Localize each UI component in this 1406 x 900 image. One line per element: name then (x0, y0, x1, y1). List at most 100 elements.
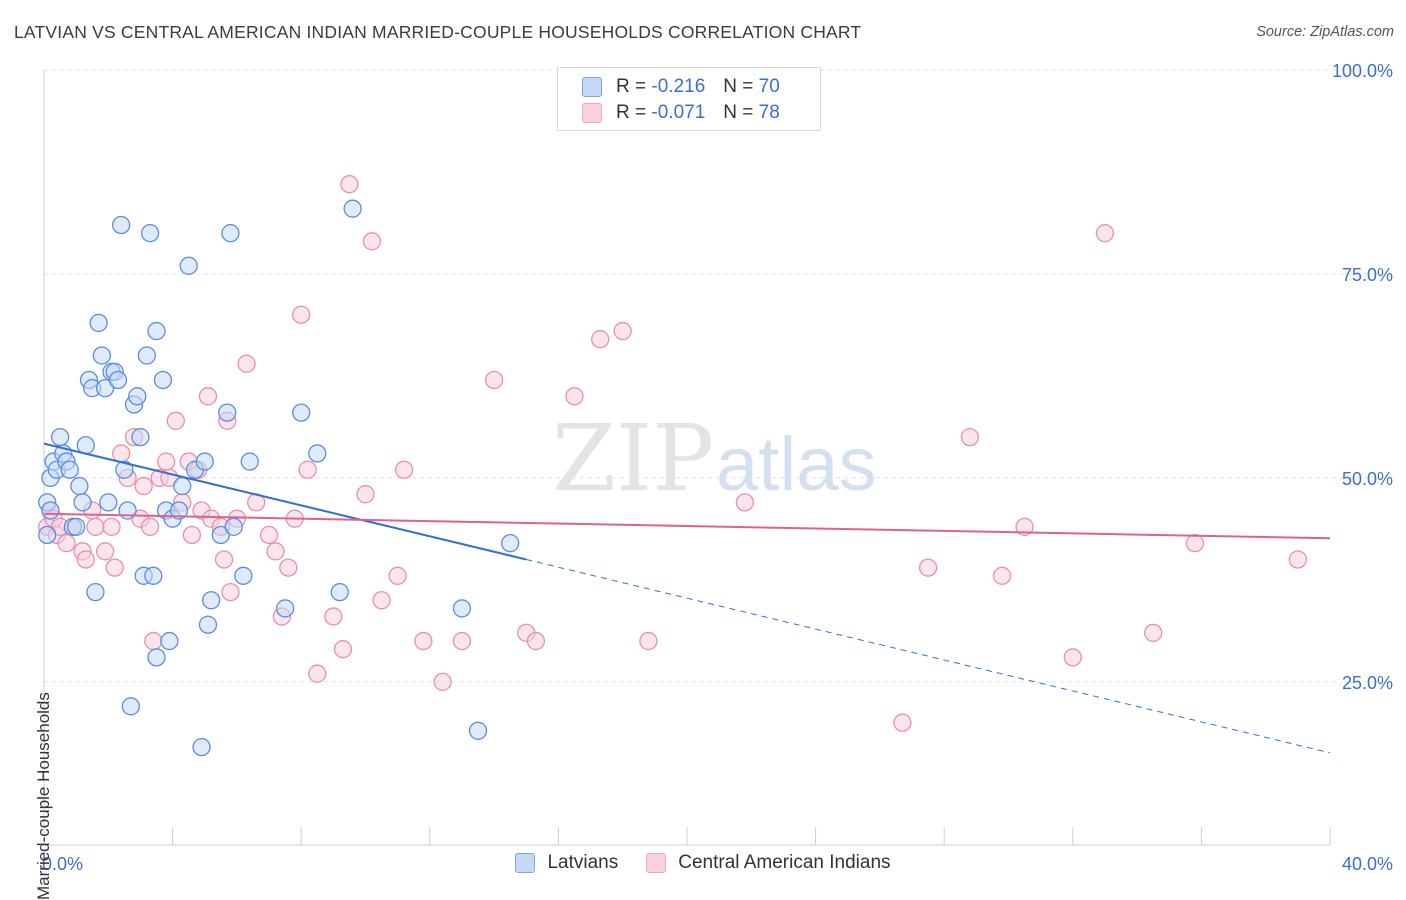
data-point (333, 640, 353, 659)
data-point (67, 517, 86, 536)
data-point (134, 476, 153, 496)
data-point (192, 737, 211, 757)
data-point (95, 379, 115, 398)
data-point (76, 550, 95, 569)
data-point (501, 534, 520, 553)
data-point (70, 476, 89, 496)
data-point (414, 631, 433, 651)
watermark-zip: ZIP (552, 405, 714, 512)
data-point (292, 403, 311, 422)
data-point (343, 199, 362, 218)
data-point (169, 501, 189, 520)
y-tick-label: 25.0% (1342, 673, 1393, 693)
data-point (86, 517, 105, 536)
data-point (73, 493, 92, 512)
data-point (182, 525, 202, 545)
data-point (240, 452, 259, 471)
data-point (1095, 224, 1115, 243)
data-point (613, 321, 632, 341)
legend-label-central-american-indians: Central American Indians (678, 852, 891, 873)
x-tick-label: 40.0% (1342, 854, 1393, 874)
data-point (388, 566, 407, 585)
x-tick-label: 0.0% (42, 854, 83, 874)
axes (43, 70, 1331, 846)
tick-labels: 100.0% 75.0% 50.0% 25.0% 0.0% 40.0% (42, 61, 1393, 874)
data-point (38, 525, 57, 545)
data-point (202, 591, 221, 610)
data-point (108, 370, 128, 390)
data-point (308, 444, 327, 463)
y-tick-label: 100.0% (1332, 61, 1393, 81)
data-point (89, 313, 108, 333)
data-point (735, 493, 755, 512)
data-point (140, 517, 160, 536)
data-point (112, 215, 131, 235)
data-point (1063, 648, 1082, 667)
data-point (298, 460, 317, 479)
n-label: N = (723, 76, 754, 97)
data-point (292, 305, 311, 324)
y-tick-label: 75.0% (1342, 265, 1393, 285)
data-point (237, 354, 256, 373)
r-value-central-american-indians: -0.071 (651, 102, 706, 123)
r-value-latvians: -0.216 (651, 76, 706, 97)
grid-lines (44, 69, 1393, 683)
data-point (275, 599, 295, 618)
data-point (115, 460, 134, 479)
n-label: N = (723, 102, 754, 123)
data-point (218, 403, 237, 422)
trend-line-latvians (43, 442, 527, 561)
data-point (102, 517, 121, 536)
data-point (259, 525, 279, 545)
data-point (41, 501, 60, 520)
data-point (128, 387, 147, 406)
data-point (166, 411, 185, 430)
data-point (92, 346, 112, 365)
data-point (179, 256, 198, 275)
data-point (394, 460, 414, 479)
series-latvians (38, 199, 520, 757)
data-point (221, 582, 240, 602)
y-tick-label: 50.0% (1342, 469, 1393, 489)
data-point (234, 566, 253, 585)
watermark: ZIP atlas (552, 405, 877, 512)
data-point (452, 631, 472, 651)
data-point (484, 370, 504, 390)
data-point (147, 321, 166, 341)
data-point (173, 476, 192, 496)
data-point (211, 525, 230, 545)
data-point (1015, 517, 1034, 536)
data-point (105, 558, 124, 577)
legend-swatch-latvians (582, 77, 602, 97)
data-point (468, 721, 488, 740)
data-point (340, 175, 359, 194)
data-point (221, 224, 240, 243)
data-point (356, 485, 375, 504)
data-point (60, 460, 79, 479)
data-point (266, 542, 285, 561)
data-point (330, 582, 349, 602)
legend-row-central-american-indians: R = -0.071 N = 78 (582, 100, 780, 126)
data-point (214, 550, 234, 569)
data-point (591, 330, 610, 349)
legend-swatch-central-american-indians (582, 103, 602, 123)
data-point (324, 607, 343, 626)
r-label: R = (616, 102, 647, 123)
data-point (918, 558, 938, 577)
data-point (131, 427, 150, 447)
legend-swatch-central-american-indians (646, 853, 667, 873)
data-point (195, 452, 214, 471)
data-point (452, 599, 472, 618)
data-point (140, 224, 160, 243)
data-point (144, 566, 163, 585)
data-point (121, 697, 140, 716)
trend-line-latvians-extension (526, 558, 1331, 754)
data-point (95, 542, 115, 561)
data-point (1144, 623, 1163, 643)
data-point (279, 558, 298, 577)
data-point (99, 493, 118, 512)
data-point (147, 648, 166, 667)
data-point (308, 664, 327, 683)
data-point (157, 452, 176, 471)
trend-line-central-american-indians (43, 512, 1331, 540)
